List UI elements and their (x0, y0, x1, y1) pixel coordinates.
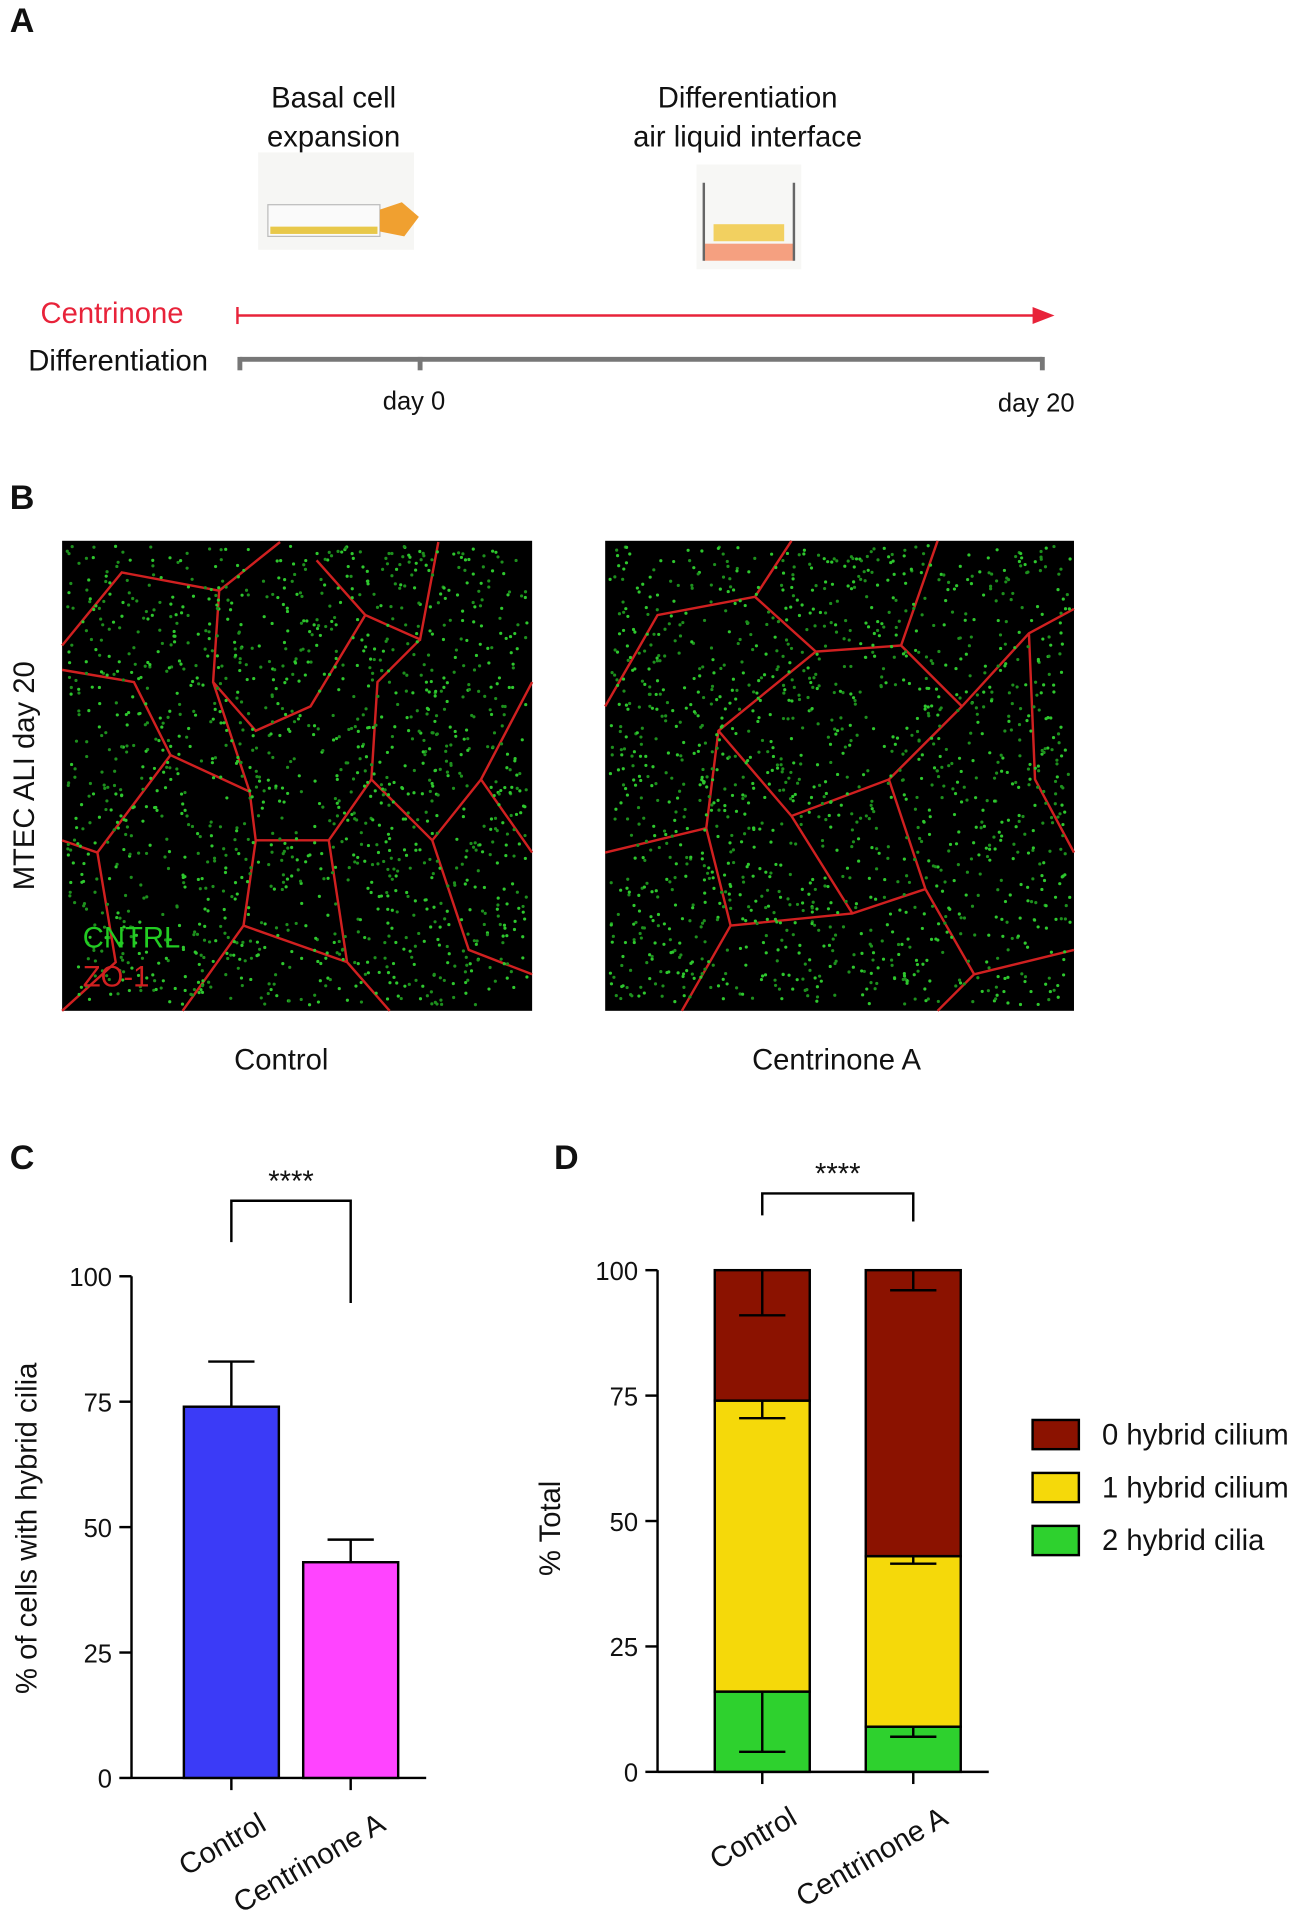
day-label: day 20 (998, 390, 1075, 418)
y-axis-label: % Total (535, 1481, 567, 1576)
step-label: Differentiation (658, 82, 838, 114)
arrow-head (1032, 307, 1055, 325)
y-tick-label: 100 (595, 1258, 638, 1286)
y-tick-label: 100 (69, 1264, 112, 1292)
row-label: MTEC ALI day 20 (9, 661, 41, 890)
legend-swatch (1031, 1418, 1081, 1451)
x-tick-label: Control (705, 1801, 803, 1876)
significance-bracket (230, 1199, 352, 1304)
day-label: day 0 (383, 387, 446, 415)
legend-swatch (1031, 1524, 1081, 1557)
track-label: Differentiation (28, 345, 208, 377)
y-tick-label: 0 (624, 1760, 638, 1788)
significance-label: **** (815, 1159, 860, 1191)
stain-label: ZO-1 (83, 961, 150, 993)
y-tick-label: 75 (610, 1383, 638, 1411)
error-bar (739, 1270, 786, 1317)
treatment-label: Centrinone (41, 298, 184, 330)
image-caption: Control (234, 1044, 328, 1076)
significance-label: **** (268, 1166, 313, 1198)
step-label: expansion (267, 121, 400, 153)
image-caption: Centrinone A (752, 1044, 921, 1076)
error-bar (208, 1360, 255, 1407)
y-tick-label: 0 (98, 1766, 112, 1794)
panel-label: A (10, 2, 35, 40)
error-bar (739, 1691, 786, 1754)
transwell-icon (696, 164, 802, 270)
y-tick-label: 25 (84, 1640, 112, 1668)
bar (301, 1561, 400, 1780)
error-bar (890, 1270, 937, 1292)
panel-label: C (10, 1139, 35, 1177)
step-label: air liquid interface (633, 121, 862, 153)
error-bar (739, 1400, 786, 1420)
step-label: Basal cell (271, 82, 396, 114)
micrograph (61, 540, 534, 1012)
x-tick-label: Control (174, 1807, 272, 1882)
flask-icon (258, 152, 419, 250)
legend-label: 0 hybrid cilium (1102, 1419, 1289, 1451)
stain-label: CNTRL (83, 922, 180, 954)
error-bar (890, 1556, 937, 1565)
significance-bracket (761, 1192, 915, 1222)
error-bar (890, 1726, 937, 1738)
x-tick-label: Centrinone A (791, 1801, 954, 1913)
y-tick-label: 50 (610, 1509, 638, 1537)
y-tick-label: 25 (610, 1634, 638, 1662)
bar-segment (713, 1268, 811, 1402)
legend-label: 1 hybrid cilium (1102, 1472, 1289, 1504)
panel-label: D (554, 1139, 579, 1177)
y-tick-label: 75 (84, 1389, 112, 1417)
bar-segment (864, 1268, 962, 1558)
error-bar (327, 1538, 374, 1563)
bar (182, 1405, 281, 1780)
legend-swatch (1031, 1471, 1081, 1504)
legend-label: 2 hybrid cilia (1102, 1525, 1265, 1557)
bar-segment (864, 1554, 962, 1728)
panel-label: B (10, 479, 35, 517)
y-axis-label: % of cells with hybrid cilia (12, 1362, 44, 1694)
y-tick-label: 50 (84, 1515, 112, 1543)
micrograph (604, 540, 1076, 1012)
bar-segment (713, 1399, 811, 1693)
